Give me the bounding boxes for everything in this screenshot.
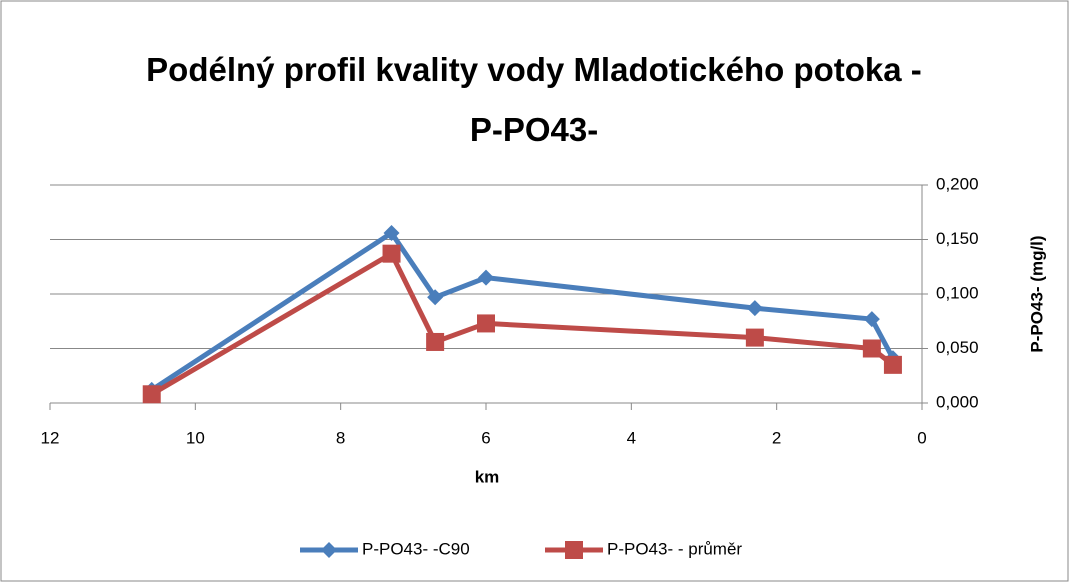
y-tick-label: 0,100 bbox=[936, 283, 979, 302]
x-tick-label: 6 bbox=[481, 428, 490, 447]
marker bbox=[883, 355, 902, 374]
legend-marker bbox=[321, 542, 337, 558]
y-tick-label: 0,150 bbox=[936, 229, 979, 248]
x-tick-label: 2 bbox=[772, 428, 781, 447]
x-tick-label: 0 bbox=[917, 428, 926, 447]
x-axis-label: km bbox=[475, 467, 500, 486]
y-axis-label: P-PO43- (mg/l) bbox=[1027, 235, 1046, 352]
marker bbox=[746, 300, 763, 317]
y-tick-label: 0,050 bbox=[936, 338, 979, 357]
marker bbox=[142, 385, 161, 404]
y-tick-label: 0,000 bbox=[936, 392, 979, 411]
marker bbox=[745, 328, 764, 347]
x-tick-label: 12 bbox=[41, 428, 60, 447]
legend-label: P-PO43- -C90 bbox=[362, 539, 470, 558]
marker bbox=[383, 224, 400, 241]
x-tick-label: 4 bbox=[627, 428, 636, 447]
legend-marker bbox=[565, 541, 583, 559]
chart-title: Podélný profil kvality vody Mladotického… bbox=[146, 51, 922, 148]
marker bbox=[478, 269, 494, 286]
marker bbox=[477, 314, 495, 333]
y-tick-label: 0,200 bbox=[936, 174, 979, 193]
marker bbox=[426, 332, 445, 351]
legend-label: P-PO43- - průměr bbox=[607, 539, 742, 558]
marker bbox=[427, 289, 444, 306]
marker bbox=[863, 311, 880, 328]
marker bbox=[382, 244, 401, 263]
x-tick-label: 10 bbox=[186, 428, 205, 447]
x-tick-label: 8 bbox=[336, 428, 345, 447]
marker bbox=[862, 339, 881, 358]
